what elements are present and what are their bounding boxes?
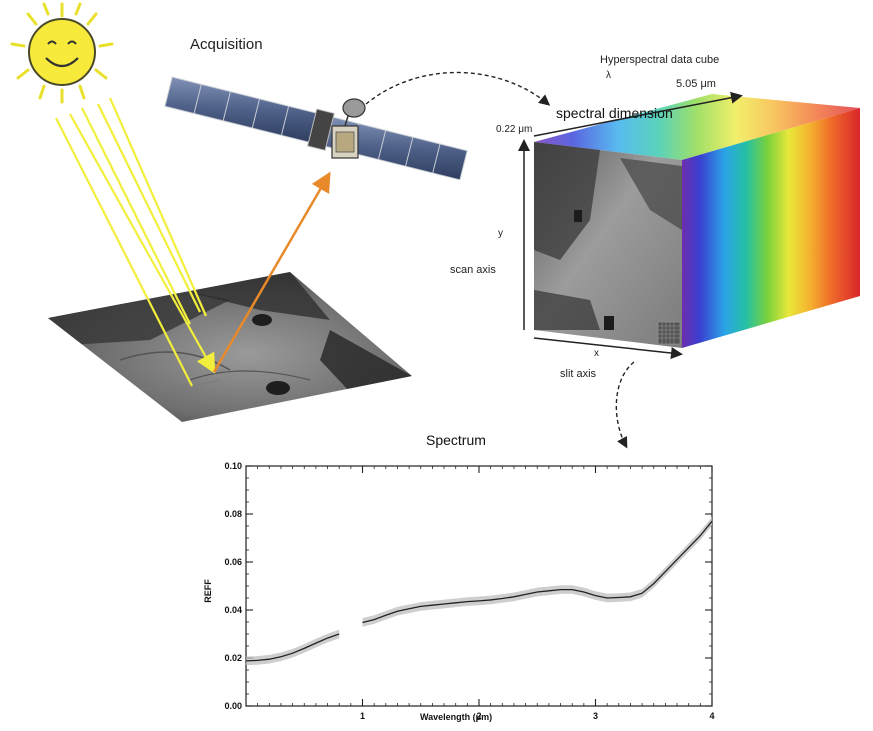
acquisition-label: Acquisition xyxy=(190,36,263,53)
spectral-dimension-label: spectral dimension xyxy=(556,105,673,121)
plot-frame xyxy=(245,465,713,707)
spectrum-title: Spectrum xyxy=(426,432,486,448)
y-tick-label: 0.02 xyxy=(224,653,242,663)
chart-ylabel: REFF xyxy=(202,579,213,603)
x-axis-label: x xyxy=(594,348,599,359)
comet-surface-image xyxy=(48,272,412,422)
reflected-light-arrow xyxy=(212,171,331,373)
slit-axis-label: slit axis xyxy=(560,368,597,380)
lambda-label: λ xyxy=(606,70,611,81)
x-tick-label: 3 xyxy=(593,711,598,721)
x-tick-label: 2 xyxy=(476,711,481,721)
x-tick-label: 1 xyxy=(360,711,365,721)
spectrum-line xyxy=(362,520,713,624)
y-tick-label: 0.04 xyxy=(224,605,242,615)
incident-light-beams xyxy=(55,97,216,387)
chart-xlabel: Wavelength (μm) xyxy=(420,712,493,722)
y-tick-label: 0.10 xyxy=(224,461,242,471)
spectrum-chart: 1 2 3 4 0.00 0.02 0.04 0.06 0.08 0.10 xyxy=(224,461,714,721)
y-tick-label: 0.08 xyxy=(224,509,242,519)
y-axis-label: y xyxy=(498,228,503,239)
scan-axis-label: scan axis xyxy=(450,264,496,276)
y-tick-label: 0.00 xyxy=(224,701,242,711)
data-flow-arrow xyxy=(365,71,551,106)
wavelength-start-label: 0.22 μm xyxy=(496,124,533,135)
uncertainty-band xyxy=(362,516,712,627)
y-tick-label: 0.06 xyxy=(224,557,242,567)
spectrum-flow-arrow xyxy=(615,361,635,449)
wavelength-end-label: 5.05 μm xyxy=(676,78,716,90)
sun-icon xyxy=(10,2,114,104)
spectrum-line xyxy=(245,633,340,662)
hypercube-title: Hyperspectral data cube xyxy=(600,54,720,66)
hyperspectral-data-cube xyxy=(518,91,860,359)
satellite-icon xyxy=(164,76,468,181)
x-tick-label: 4 xyxy=(709,711,714,721)
uncertainty-band xyxy=(246,629,340,666)
